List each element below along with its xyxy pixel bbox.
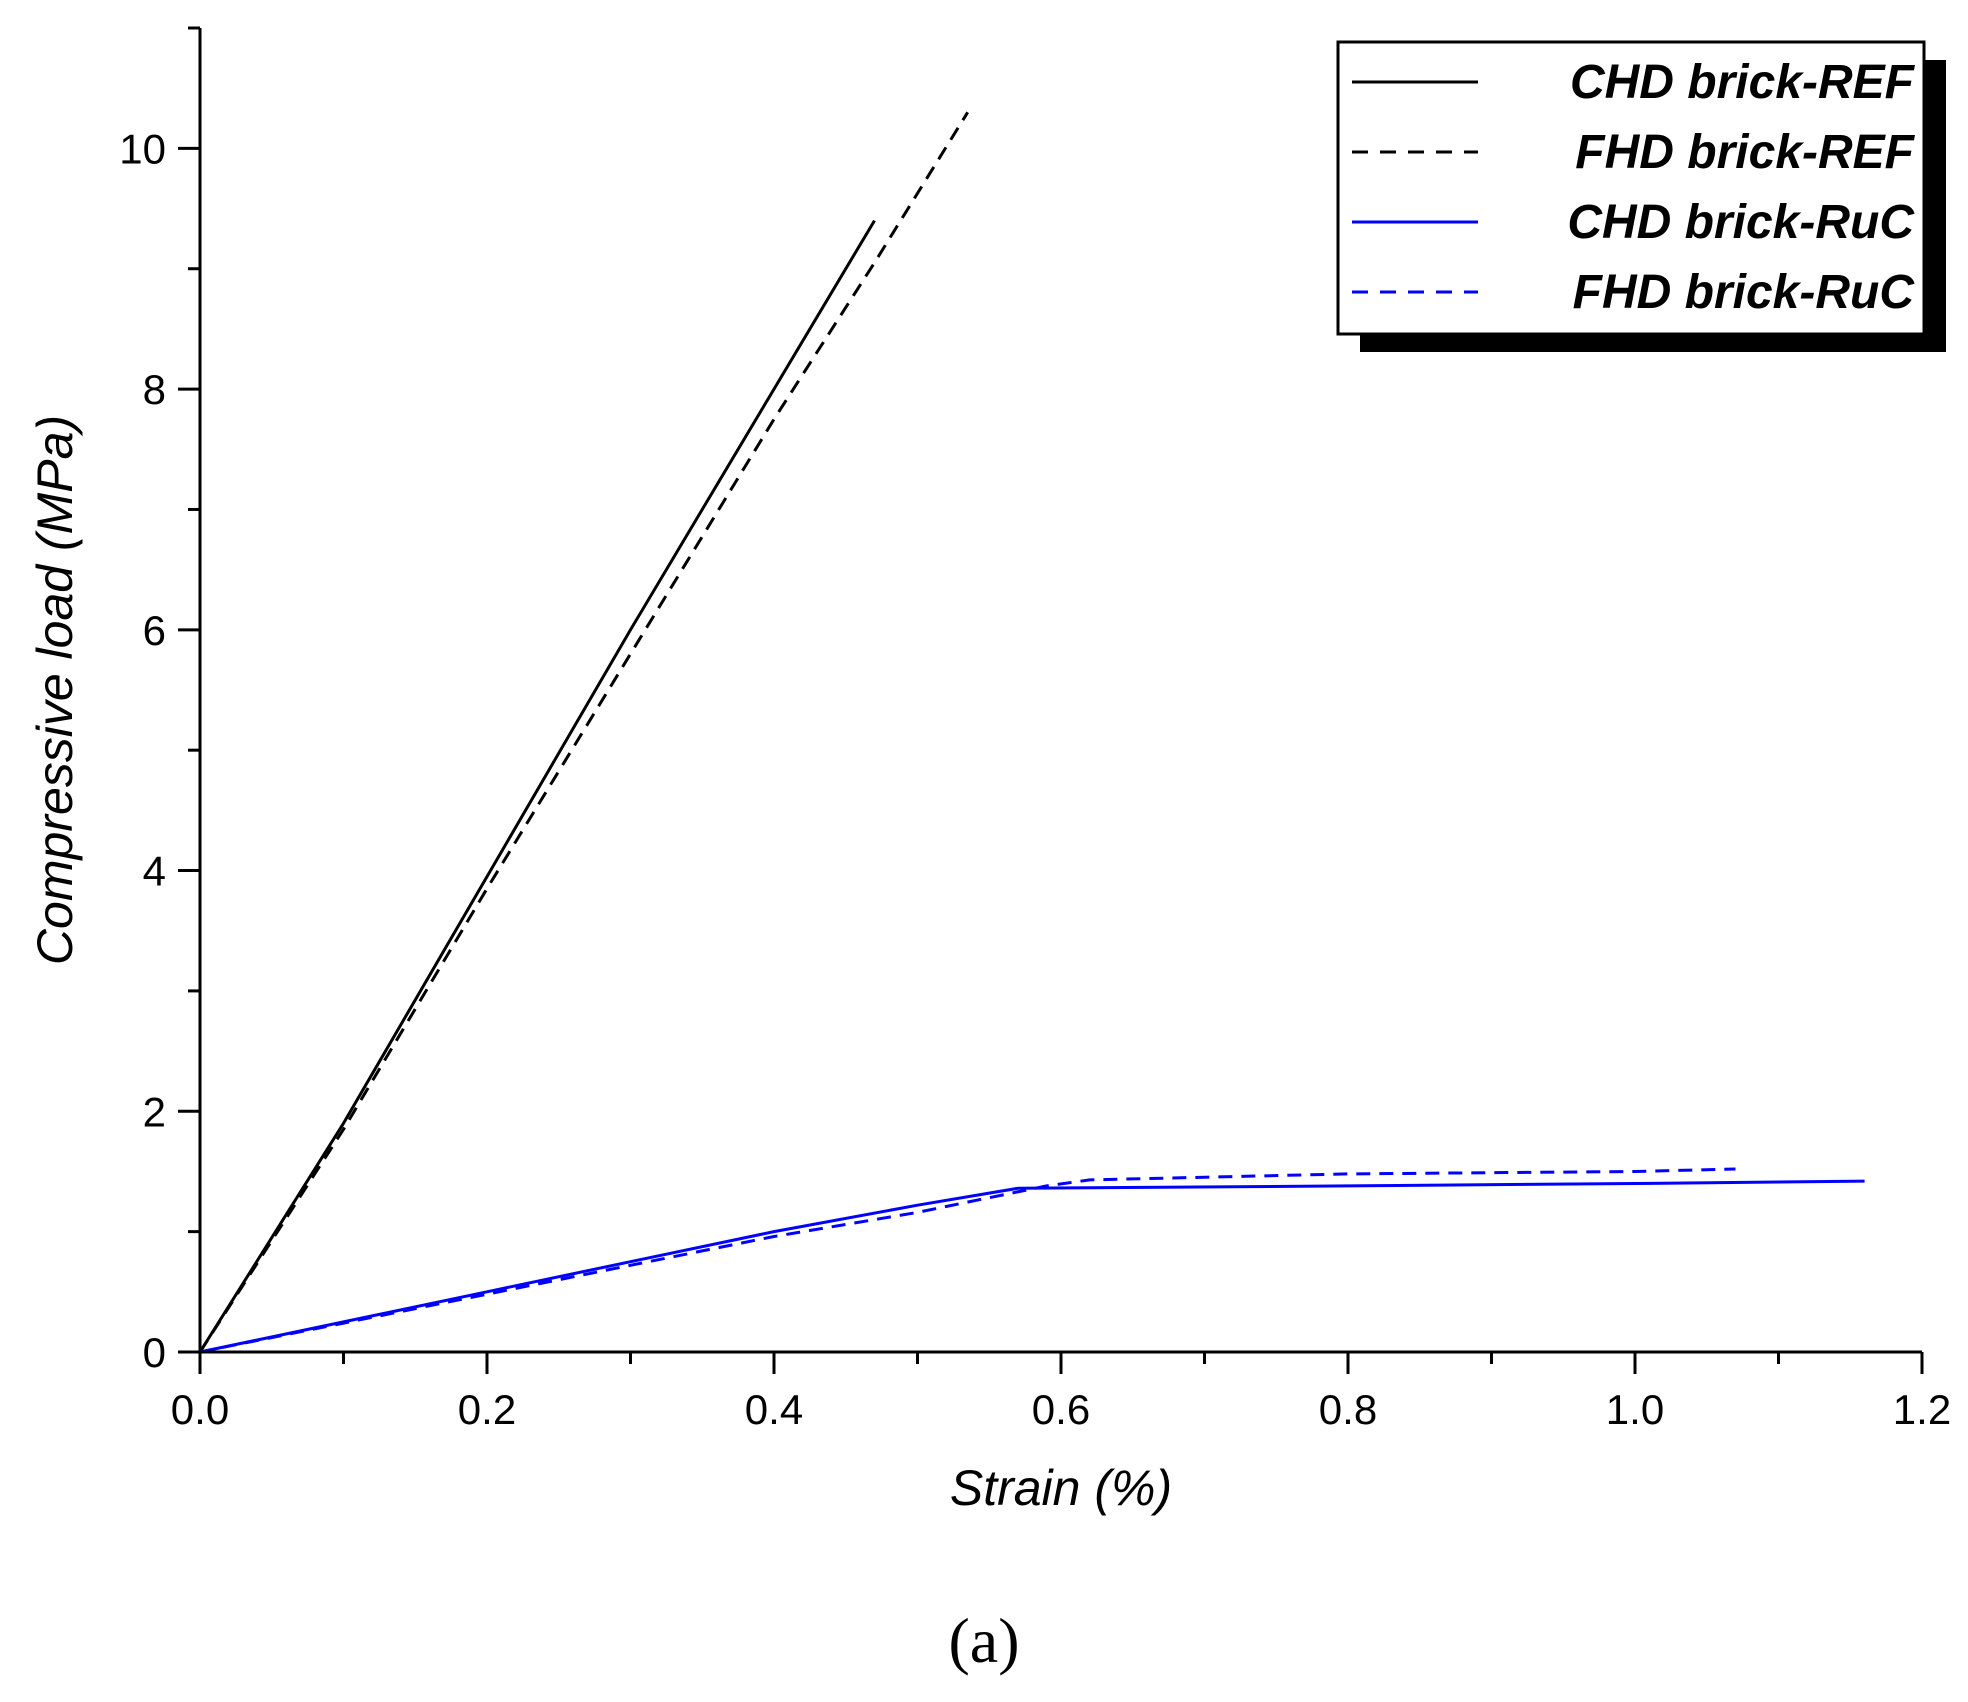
- legend-label-4: FHD brick-RuC: [1573, 266, 1916, 319]
- y-ticks: 0 2 4 6 8 10: [119, 26, 200, 1376]
- y-tick-label: 6: [143, 607, 166, 654]
- series-line-1: [198, 219, 876, 1353]
- x-tick-label: 0.2: [458, 1386, 516, 1433]
- y-tick-label: 10: [119, 125, 166, 172]
- x-tick-label: 0.6: [1032, 1386, 1090, 1433]
- series-line-4: [199, 1167, 1736, 1354]
- legend-label-3: CHD brick-RuC: [1567, 196, 1915, 249]
- x-tick-label: 1.0: [1606, 1386, 1664, 1433]
- panel-label: (a): [948, 1605, 1019, 1676]
- legend: CHD brick-REF FHD brick-REF CHD brick-RuC F…: [1336, 40, 1946, 352]
- series-line-3: [199, 1179, 1865, 1354]
- y-tick-label: 8: [143, 366, 166, 413]
- y-tick-label: 0: [143, 1329, 166, 1376]
- y-axis-title: Compressive load (MPa): [27, 415, 83, 965]
- x-axis-title: Strain (%): [950, 1460, 1172, 1516]
- y-tick-label: 4: [143, 848, 166, 895]
- x-tick-label: 0.4: [745, 1386, 803, 1433]
- x-tick-label: 0.8: [1319, 1386, 1377, 1433]
- series-layer: [198, 111, 1865, 1354]
- x-ticks: 0.0 0.2 0.4 0.6 0.8 1.0 1.2: [171, 1352, 1951, 1433]
- x-tick-label: 0.0: [171, 1386, 229, 1433]
- legend-box: [1336, 40, 1926, 336]
- legend-entries: CHD brick-REF FHD brick-REF CHD brick-RuC F…: [1352, 56, 1916, 319]
- legend-label-1: CHD brick-REF: [1570, 56, 1916, 109]
- y-tick-label: 2: [143, 1088, 166, 1135]
- legend-label-2: FHD brick-REF: [1575, 126, 1915, 179]
- x-tick-label: 1.2: [1893, 1386, 1951, 1433]
- series-line-2: [198, 111, 969, 1353]
